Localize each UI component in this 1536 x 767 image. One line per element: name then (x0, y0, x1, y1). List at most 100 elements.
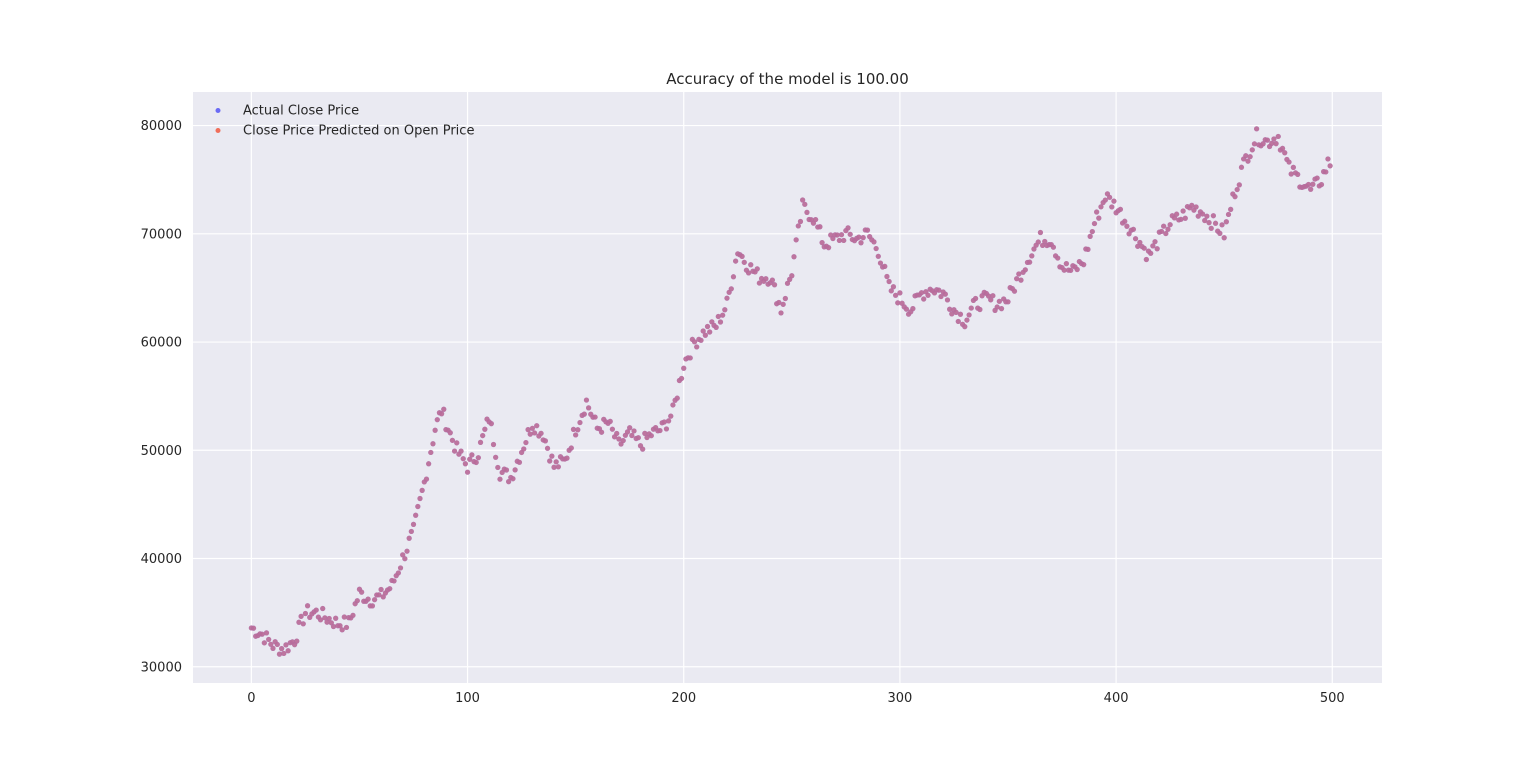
predicted-point (661, 419, 667, 425)
predicted-point (704, 323, 711, 330)
predicted-point (670, 402, 676, 408)
predicted-point (497, 476, 503, 482)
predicted-point (1208, 225, 1214, 231)
predicted-point (903, 306, 910, 312)
predicted-point (354, 598, 360, 604)
predicted-point (279, 646, 285, 652)
predicted-point (1210, 213, 1216, 219)
predicted-point (417, 495, 423, 502)
predicted-point (691, 339, 698, 345)
predicted-point (570, 426, 577, 432)
predicted-point (1005, 299, 1011, 305)
predicted-point (657, 427, 663, 434)
predicted-point (936, 287, 942, 293)
predicted-point (458, 448, 464, 454)
predicted-point (782, 295, 788, 302)
predicted-point (490, 441, 497, 448)
predicted-point (1016, 271, 1022, 277)
predicted-point (769, 277, 775, 283)
predicted-point (1061, 267, 1067, 273)
predicted-point (573, 432, 579, 438)
x-tick-label: 0 (247, 691, 255, 706)
predicted-point (376, 592, 382, 598)
predicted-point (1178, 216, 1184, 222)
predicted-point (1098, 204, 1104, 210)
predicted-point (1091, 220, 1098, 227)
predicted-point (910, 306, 916, 312)
predicted-point (668, 413, 674, 419)
predicted-point (1212, 220, 1219, 226)
predicted-point (1102, 197, 1108, 203)
predicted-point (609, 426, 615, 432)
predicted-point (408, 528, 414, 535)
predicted-point (875, 253, 881, 259)
y-tick-label: 70000 (141, 227, 182, 242)
predicted-point (495, 464, 501, 471)
predicted-point (460, 456, 466, 462)
predicted-point (1087, 233, 1093, 239)
predicted-point (678, 375, 685, 382)
predicted-point (614, 430, 620, 437)
legend-marker-actual (215, 108, 221, 113)
predicted-point (1286, 159, 1292, 165)
predicted-point (378, 586, 384, 593)
y-tick-label: 80000 (141, 119, 182, 134)
predicted-point (819, 240, 825, 246)
predicted-point (1135, 243, 1141, 249)
predicted-point (359, 589, 365, 595)
predicted-point (1014, 276, 1020, 282)
predicted-point (890, 284, 897, 290)
predicted-point (886, 278, 892, 285)
predicted-point (674, 395, 680, 401)
predicted-point (793, 237, 799, 243)
predicted-point (1158, 228, 1165, 235)
predicted-point (1243, 153, 1249, 159)
predicted-point (1154, 246, 1160, 252)
predicted-point (341, 614, 347, 620)
predicted-point (1124, 223, 1130, 229)
predicted-point (302, 610, 309, 617)
predicted-point (419, 487, 425, 493)
x-tick-label: 100 (455, 691, 480, 706)
predicted-point (627, 425, 633, 431)
predicted-point (860, 235, 866, 241)
predicted-point (724, 295, 730, 301)
predicted-point (1232, 194, 1238, 200)
predicted-point (858, 240, 864, 246)
predicted-point (462, 461, 468, 467)
predicted-point (423, 476, 430, 482)
predicted-point (547, 458, 553, 464)
predicted-point (1279, 145, 1286, 152)
predicted-point (261, 640, 267, 646)
predicted-point (754, 266, 760, 272)
predicted-point (1199, 211, 1206, 217)
predicted-point (1107, 194, 1113, 200)
predicted-point (1132, 236, 1139, 242)
predicted-point (322, 615, 328, 621)
predicted-point (555, 464, 561, 470)
predicted-point (748, 262, 754, 268)
predicted-point (387, 586, 393, 592)
predicted-point (1228, 206, 1234, 212)
predicted-point (259, 631, 265, 637)
predicted-point (473, 459, 479, 466)
predicted-point (955, 318, 961, 325)
predicted-point (415, 503, 421, 510)
predicted-point (804, 209, 810, 215)
predicted-point (525, 427, 531, 433)
predicted-point (1165, 226, 1171, 232)
predicted-point (1068, 267, 1074, 273)
predicted-point (274, 641, 280, 648)
predicted-point (1221, 235, 1227, 241)
predicted-point (432, 427, 438, 433)
predicted-point (400, 552, 406, 558)
predicted-point (523, 439, 529, 446)
predicted-point (480, 432, 486, 439)
predicted-point (1318, 181, 1325, 188)
predicted-point (439, 411, 445, 417)
predicted-point (1288, 171, 1294, 177)
predicted-point (1074, 266, 1080, 273)
predicted-point (1234, 186, 1240, 193)
predicted-point (1050, 244, 1057, 250)
predicted-point (1089, 228, 1095, 235)
